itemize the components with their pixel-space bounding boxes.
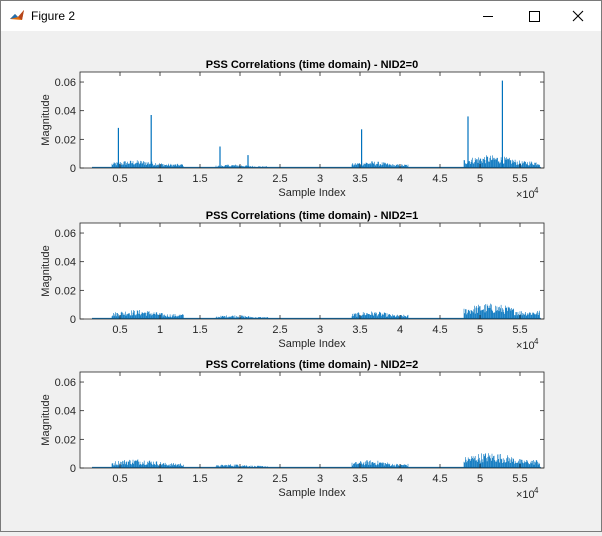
y-tick-label: 0 (70, 463, 76, 475)
noise-segment (463, 303, 540, 319)
y-axis-label: Magnitude (40, 94, 52, 145)
plot-area: 0.5 1 1.5 2 2.5 3 3.5 4 4.5 5 5.5 0 0.02 0.04 0.06 PSS … (1, 31, 601, 531)
x-tick-label: 3 (317, 324, 323, 336)
x-tick-label: 5 (477, 173, 483, 185)
axes-background (80, 223, 544, 319)
matlab-figure-icon (10, 10, 24, 20)
noise-segment (351, 161, 409, 168)
noise-segment (463, 155, 540, 168)
noise-segment (351, 460, 409, 468)
y-tick-label: 0.02 (55, 285, 76, 297)
y-tick-label: 0.04 (55, 106, 76, 118)
x-tick-label: 2 (237, 324, 243, 336)
x-tick-label: 4 (397, 324, 403, 336)
x-exponent-power: 4 (534, 186, 539, 195)
x-tick-label: 3.5 (352, 324, 367, 336)
x-tick-label: 3 (317, 173, 323, 185)
x-exponent-power: 4 (534, 337, 539, 346)
x-tick-label: 0.5 (112, 173, 127, 185)
x-tick-label: 5.5 (512, 173, 527, 185)
x-tick-label: 3.5 (352, 173, 367, 185)
x-tick-label: 4.5 (432, 324, 447, 336)
close-button[interactable] (555, 1, 601, 31)
axes-box (79, 371, 545, 469)
subplot-2: 0.5 1 1.5 2 2.5 3 3.5 4 4.5 5 5.5 0 0.02 0.04 0.06 PSS … (40, 359, 545, 501)
axes-box (79, 222, 545, 320)
close-icon (572, 10, 584, 22)
x-tick-label: 3 (317, 473, 323, 485)
y-tick-label: 0.02 (55, 434, 76, 446)
minimize-icon (483, 15, 493, 17)
title-bar[interactable]: Figure 2 (1, 1, 601, 31)
y-tick-label: 0.06 (55, 77, 76, 89)
x-axis-label: Sample Index (278, 187, 346, 199)
subplot-0: 0.5 1 1.5 2 2.5 3 3.5 4 4.5 5 5.5 0 0.02 0.04 0.06 PSS … (40, 59, 545, 201)
y-tick-label: 0 (70, 314, 76, 326)
x-tick-label: 2.5 (272, 324, 287, 336)
x-exponent-label: ×10 (516, 489, 535, 501)
chart-title: PSS Correlations (time domain) - NID2=0 (206, 59, 418, 71)
subplot-1: 0.5 1 1.5 2 2.5 3 3.5 4 4.5 5 5.5 0 0.02 0.04 0.06 PSS … (40, 210, 545, 352)
x-tick-label: 1.5 (192, 173, 207, 185)
y-axis-label: Magnitude (40, 394, 52, 445)
x-tick-label: 4 (397, 473, 403, 485)
axes-background (80, 372, 544, 468)
x-axis-label: Sample Index (278, 338, 346, 350)
chart-title: PSS Correlations (time domain) - NID2=1 (206, 210, 418, 222)
x-exponent-label: ×10 (516, 340, 535, 352)
x-tick-label: 4.5 (432, 173, 447, 185)
noise-segment (463, 453, 540, 468)
y-tick-label: 0.04 (55, 406, 76, 418)
noise-segment (351, 311, 409, 319)
x-tick-label: 1.5 (192, 324, 207, 336)
x-exponent-power: 4 (534, 486, 539, 495)
window-title: Figure 2 (31, 9, 76, 23)
y-tick-label: 0.06 (55, 377, 76, 389)
y-tick-label: 0.02 (55, 134, 76, 146)
x-tick-label: 1 (157, 173, 163, 185)
x-tick-label: 4 (397, 173, 403, 185)
y-tick-label: 0.06 (55, 228, 76, 240)
x-tick-label: 1 (157, 473, 163, 485)
chart-title: PSS Correlations (time domain) - NID2=2 (206, 359, 418, 371)
x-tick-label: 1.5 (192, 473, 207, 485)
x-tick-label: 2 (237, 473, 243, 485)
y-axis-label: Magnitude (40, 245, 52, 296)
x-tick-label: 5.5 (512, 473, 527, 485)
noise-series (92, 303, 541, 319)
subplots-canvas: 0.5 1 1.5 2 2.5 3 3.5 4 4.5 5 5.5 0 0.02 0.04 0.06 PSS … (40, 59, 545, 501)
x-tick-label: 5 (477, 473, 483, 485)
x-tick-label: 2.5 (272, 473, 287, 485)
maximize-icon (528, 10, 540, 22)
x-axis-label: Sample Index (278, 487, 346, 499)
maximize-button[interactable] (511, 1, 557, 31)
axes-background (80, 72, 544, 168)
x-exponent-label: ×10 (516, 189, 535, 201)
x-tick-label: 5 (477, 324, 483, 336)
axes-box (79, 71, 545, 169)
y-tick-label: 0 (70, 163, 76, 175)
x-tick-label: 4.5 (432, 473, 447, 485)
x-tick-label: 0.5 (112, 324, 127, 336)
x-tick-label: 2 (237, 173, 243, 185)
minimize-button[interactable] (465, 1, 511, 31)
x-tick-label: 3.5 (352, 473, 367, 485)
x-tick-label: 2.5 (272, 173, 287, 185)
x-tick-label: 1 (157, 324, 163, 336)
x-tick-label: 5.5 (512, 324, 527, 336)
x-tick-label: 0.5 (112, 473, 127, 485)
y-tick-label: 0.04 (55, 257, 76, 269)
